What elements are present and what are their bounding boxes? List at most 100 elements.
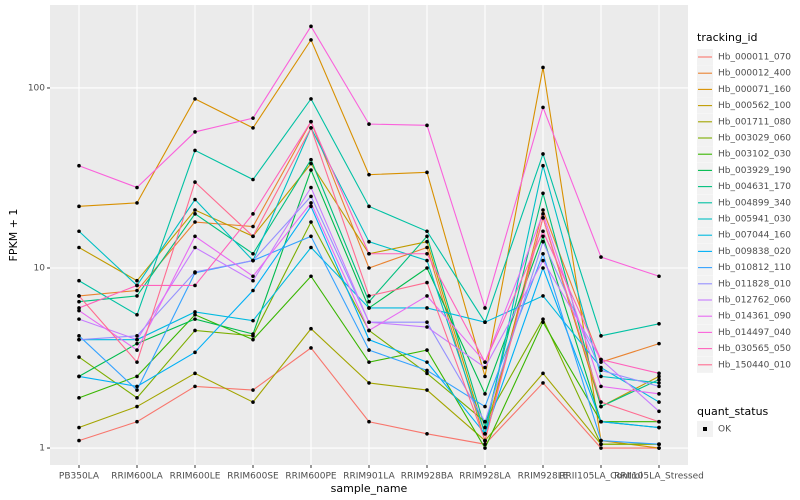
data-point bbox=[425, 229, 429, 234]
data-point bbox=[193, 212, 197, 216]
data-point bbox=[541, 191, 545, 196]
data-point bbox=[541, 320, 545, 325]
data-point bbox=[367, 320, 371, 325]
data-point bbox=[193, 234, 197, 239]
data-point bbox=[77, 337, 81, 342]
legend-label: Hb_003929_190 bbox=[718, 166, 791, 176]
data-point bbox=[541, 105, 545, 110]
data-point bbox=[309, 126, 313, 130]
legend-label: OK bbox=[718, 425, 732, 435]
data-point bbox=[483, 306, 487, 310]
x-tick-label: RRIM928LE bbox=[518, 472, 569, 482]
data-point bbox=[251, 288, 255, 293]
data-point bbox=[599, 442, 603, 447]
data-point bbox=[77, 306, 81, 310]
data-point bbox=[425, 388, 429, 392]
data-point bbox=[541, 294, 545, 298]
data-point bbox=[367, 239, 371, 244]
data-point bbox=[309, 97, 313, 101]
data-point bbox=[367, 122, 371, 126]
legend-point bbox=[703, 427, 707, 431]
data-point bbox=[541, 212, 545, 216]
x-tick-label: RRIM600LA bbox=[111, 472, 163, 482]
legend-label: Hb_014361_090 bbox=[718, 312, 791, 322]
data-point bbox=[309, 194, 313, 199]
data-point bbox=[251, 258, 255, 263]
legend-label: Hb_004631_170 bbox=[718, 182, 791, 192]
data-point bbox=[77, 299, 81, 304]
data-point bbox=[77, 396, 81, 400]
data-point bbox=[425, 348, 429, 352]
data-point bbox=[599, 357, 603, 362]
data-point bbox=[193, 350, 197, 355]
data-point bbox=[483, 374, 487, 379]
data-point bbox=[425, 239, 429, 244]
legend-label: Hb_014497_040 bbox=[718, 328, 791, 338]
data-point bbox=[541, 65, 545, 70]
data-point bbox=[309, 157, 313, 162]
data-point bbox=[367, 348, 371, 352]
data-point bbox=[309, 346, 313, 350]
data-point bbox=[541, 266, 545, 270]
data-point bbox=[309, 119, 313, 124]
data-point bbox=[483, 392, 487, 396]
legend-label: Hb_003102_030 bbox=[718, 150, 791, 160]
data-point bbox=[425, 251, 429, 256]
data-point bbox=[657, 377, 661, 382]
data-point bbox=[251, 274, 255, 279]
data-point bbox=[425, 368, 429, 373]
data-point bbox=[251, 388, 255, 392]
data-point bbox=[367, 328, 371, 333]
data-point bbox=[599, 368, 603, 373]
data-point bbox=[251, 400, 255, 404]
data-point bbox=[193, 130, 197, 134]
data-point bbox=[193, 208, 197, 212]
data-point bbox=[135, 419, 139, 424]
data-point bbox=[425, 431, 429, 436]
data-point bbox=[367, 172, 371, 177]
data-point bbox=[541, 258, 545, 263]
x-tick-label: RRIM901LA bbox=[343, 472, 395, 482]
data-point bbox=[367, 337, 371, 342]
data-point bbox=[483, 442, 487, 447]
data-point bbox=[309, 185, 313, 190]
data-point bbox=[251, 278, 255, 283]
data-point bbox=[77, 278, 81, 283]
data-point bbox=[251, 126, 255, 130]
x-tick-label: RRIM600PE bbox=[285, 472, 337, 482]
y-tick-label: 100 bbox=[28, 83, 45, 93]
data-point bbox=[541, 239, 545, 244]
data-point bbox=[425, 371, 429, 376]
data-point bbox=[367, 419, 371, 424]
data-point bbox=[483, 404, 487, 409]
legend-label: Hb_001711_080 bbox=[718, 117, 791, 127]
data-point bbox=[599, 255, 603, 259]
data-point bbox=[135, 278, 139, 283]
data-point bbox=[193, 317, 197, 321]
data-point bbox=[425, 258, 429, 263]
data-point bbox=[135, 294, 139, 298]
data-point bbox=[657, 384, 661, 389]
data-point bbox=[599, 419, 603, 424]
y-axis-title: FPKM + 1 bbox=[7, 209, 20, 262]
data-point bbox=[309, 220, 313, 224]
data-point bbox=[367, 251, 371, 256]
data-point bbox=[367, 360, 371, 364]
data-point bbox=[135, 283, 139, 288]
data-point bbox=[77, 334, 81, 338]
data-point bbox=[251, 251, 255, 256]
data-point bbox=[309, 326, 313, 331]
data-point bbox=[657, 409, 661, 414]
data-point bbox=[135, 360, 139, 364]
data-point bbox=[77, 425, 81, 430]
data-point bbox=[77, 294, 81, 298]
data-point bbox=[77, 317, 81, 321]
x-tick-label: RRII105LA_Stressed bbox=[614, 472, 704, 482]
data-point bbox=[77, 204, 81, 209]
data-point bbox=[599, 360, 603, 364]
data-point bbox=[367, 299, 371, 304]
legend-label: Hb_003029_060 bbox=[718, 134, 791, 144]
data-point bbox=[135, 396, 139, 400]
data-point bbox=[135, 312, 139, 317]
data-point bbox=[367, 306, 371, 310]
